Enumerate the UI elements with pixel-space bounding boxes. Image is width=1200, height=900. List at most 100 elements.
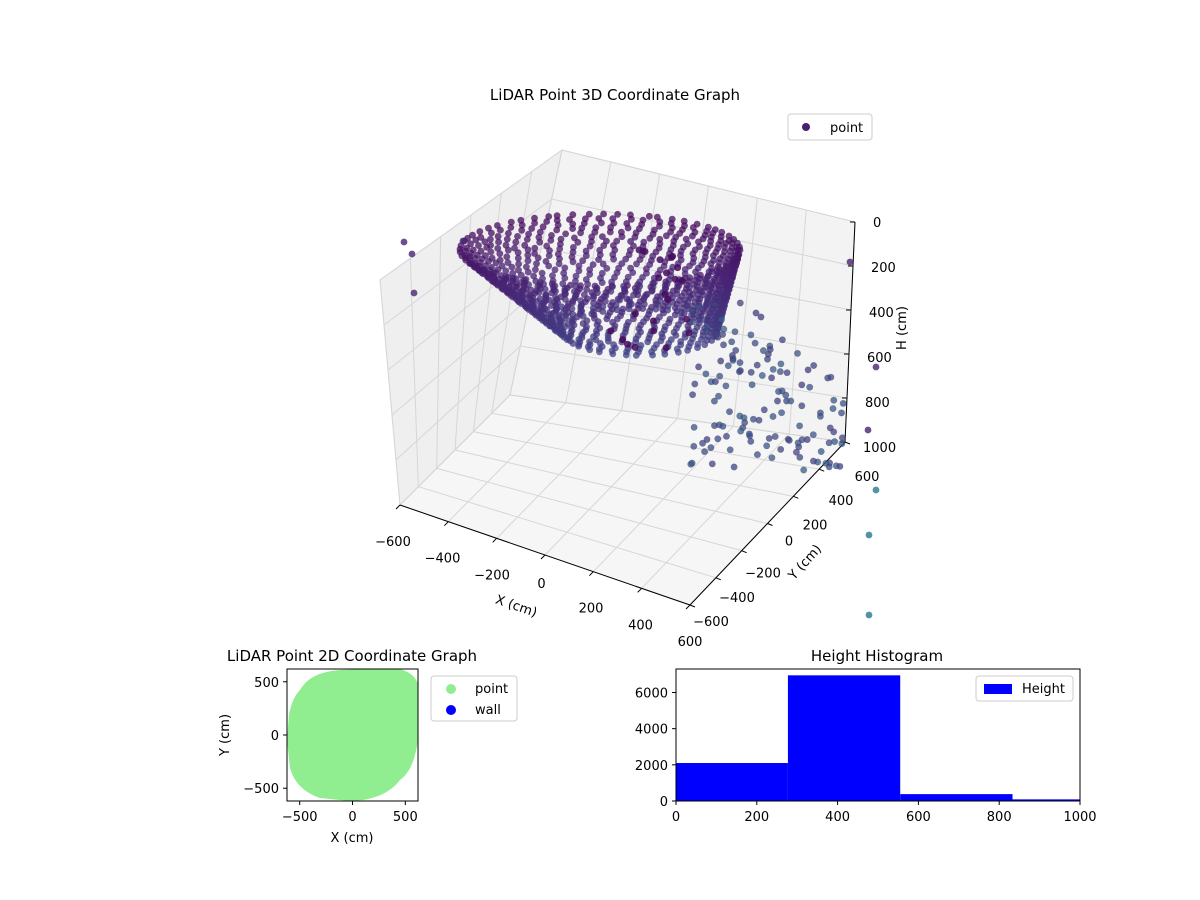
data-point bbox=[798, 381, 806, 389]
histogram-ticks: 0 200 400 600 800 1000 0 2000 4000 6000 bbox=[635, 687, 1097, 825]
data-point bbox=[599, 233, 606, 241]
data-point bbox=[496, 250, 504, 258]
y-tick bbox=[844, 441, 851, 445]
data-point bbox=[703, 435, 711, 443]
data-point bbox=[684, 347, 691, 354]
data-point bbox=[547, 237, 555, 244]
histogram-bar bbox=[787, 675, 901, 801]
data-point bbox=[724, 362, 732, 370]
data-point bbox=[502, 267, 510, 275]
data-point bbox=[574, 238, 582, 246]
data-point bbox=[477, 234, 485, 241]
data-point bbox=[569, 258, 577, 266]
y-tick-label: −500 bbox=[243, 782, 279, 797]
data-point bbox=[487, 242, 494, 249]
data-point bbox=[804, 366, 812, 374]
x-tick-label: 1000 bbox=[1063, 810, 1096, 825]
data-point bbox=[664, 306, 671, 314]
x-tick-label: 400 bbox=[628, 618, 653, 633]
data-point bbox=[552, 287, 559, 295]
data-point bbox=[517, 271, 525, 279]
data-point bbox=[630, 291, 637, 299]
data-point bbox=[748, 381, 756, 389]
data-point bbox=[527, 286, 535, 294]
data-point bbox=[531, 244, 539, 252]
x-tick-label: 200 bbox=[579, 602, 604, 617]
data-point bbox=[646, 234, 654, 242]
grid-line-x-wall bbox=[732, 197, 758, 427]
data-point bbox=[720, 325, 728, 333]
x-tick bbox=[540, 554, 546, 560]
data-point bbox=[787, 397, 795, 405]
data-point bbox=[603, 265, 611, 272]
data-point bbox=[504, 259, 512, 266]
data-point bbox=[560, 308, 567, 316]
y-tick bbox=[715, 577, 722, 581]
data-point bbox=[504, 273, 512, 281]
y-tick-label: 500 bbox=[254, 676, 279, 691]
data-point bbox=[589, 261, 597, 268]
data-point bbox=[529, 293, 537, 301]
grid-line-z bbox=[399, 394, 846, 506]
grid-line-x-wall bbox=[788, 209, 807, 435]
data-point bbox=[603, 315, 611, 323]
data-point bbox=[708, 337, 716, 344]
data-point bbox=[532, 266, 539, 273]
data-point bbox=[798, 402, 806, 410]
x-tick-label: −200 bbox=[474, 568, 510, 583]
data-point bbox=[488, 254, 496, 262]
data-point bbox=[806, 383, 814, 391]
data-point bbox=[524, 246, 532, 254]
data-point bbox=[523, 236, 531, 243]
data-point bbox=[498, 262, 506, 270]
data-point bbox=[622, 351, 630, 359]
data-point bbox=[472, 236, 480, 244]
data-point bbox=[554, 299, 561, 306]
data-point bbox=[765, 434, 773, 442]
data-point bbox=[732, 346, 740, 354]
data-point bbox=[561, 274, 569, 282]
z-tick-label: 600 bbox=[867, 351, 892, 366]
data-point bbox=[796, 453, 804, 461]
data-point bbox=[826, 424, 834, 432]
data-point bbox=[600, 210, 607, 218]
histogram-bar bbox=[1012, 799, 1080, 801]
x-tick-label: 0 bbox=[672, 810, 680, 825]
data-point bbox=[598, 279, 606, 286]
data-point bbox=[644, 338, 652, 346]
data-point bbox=[569, 299, 576, 307]
data-point bbox=[543, 306, 550, 313]
data-point bbox=[562, 230, 569, 238]
data-point bbox=[816, 412, 824, 420]
data-point bbox=[607, 327, 615, 335]
data-point bbox=[774, 387, 782, 395]
data-point bbox=[798, 436, 806, 444]
data-point bbox=[606, 228, 614, 236]
grid-line-y-wall bbox=[472, 193, 502, 432]
legend-label-wall: wall bbox=[475, 703, 501, 718]
data-point bbox=[525, 230, 532, 238]
chart-3d-panes bbox=[379, 148, 856, 606]
data-point bbox=[778, 336, 786, 344]
data-point bbox=[809, 431, 817, 439]
data-point bbox=[507, 218, 515, 226]
x-tick-label: 600 bbox=[678, 635, 703, 650]
y-tick bbox=[793, 495, 799, 499]
data-point bbox=[656, 222, 663, 230]
data-point bbox=[778, 409, 786, 417]
data-point bbox=[707, 444, 715, 452]
data-point bbox=[562, 290, 569, 298]
data-point bbox=[730, 463, 738, 471]
data-point bbox=[568, 305, 576, 312]
grid-line-y bbox=[473, 431, 794, 497]
data-point bbox=[522, 276, 530, 283]
data-point bbox=[649, 317, 657, 325]
data-point bbox=[747, 437, 755, 445]
data-point bbox=[671, 275, 679, 283]
data-point bbox=[497, 226, 504, 234]
data-point bbox=[531, 214, 538, 222]
data-point bbox=[800, 466, 808, 474]
data-point bbox=[539, 275, 546, 282]
data-point bbox=[542, 291, 550, 299]
data-point bbox=[711, 378, 719, 386]
